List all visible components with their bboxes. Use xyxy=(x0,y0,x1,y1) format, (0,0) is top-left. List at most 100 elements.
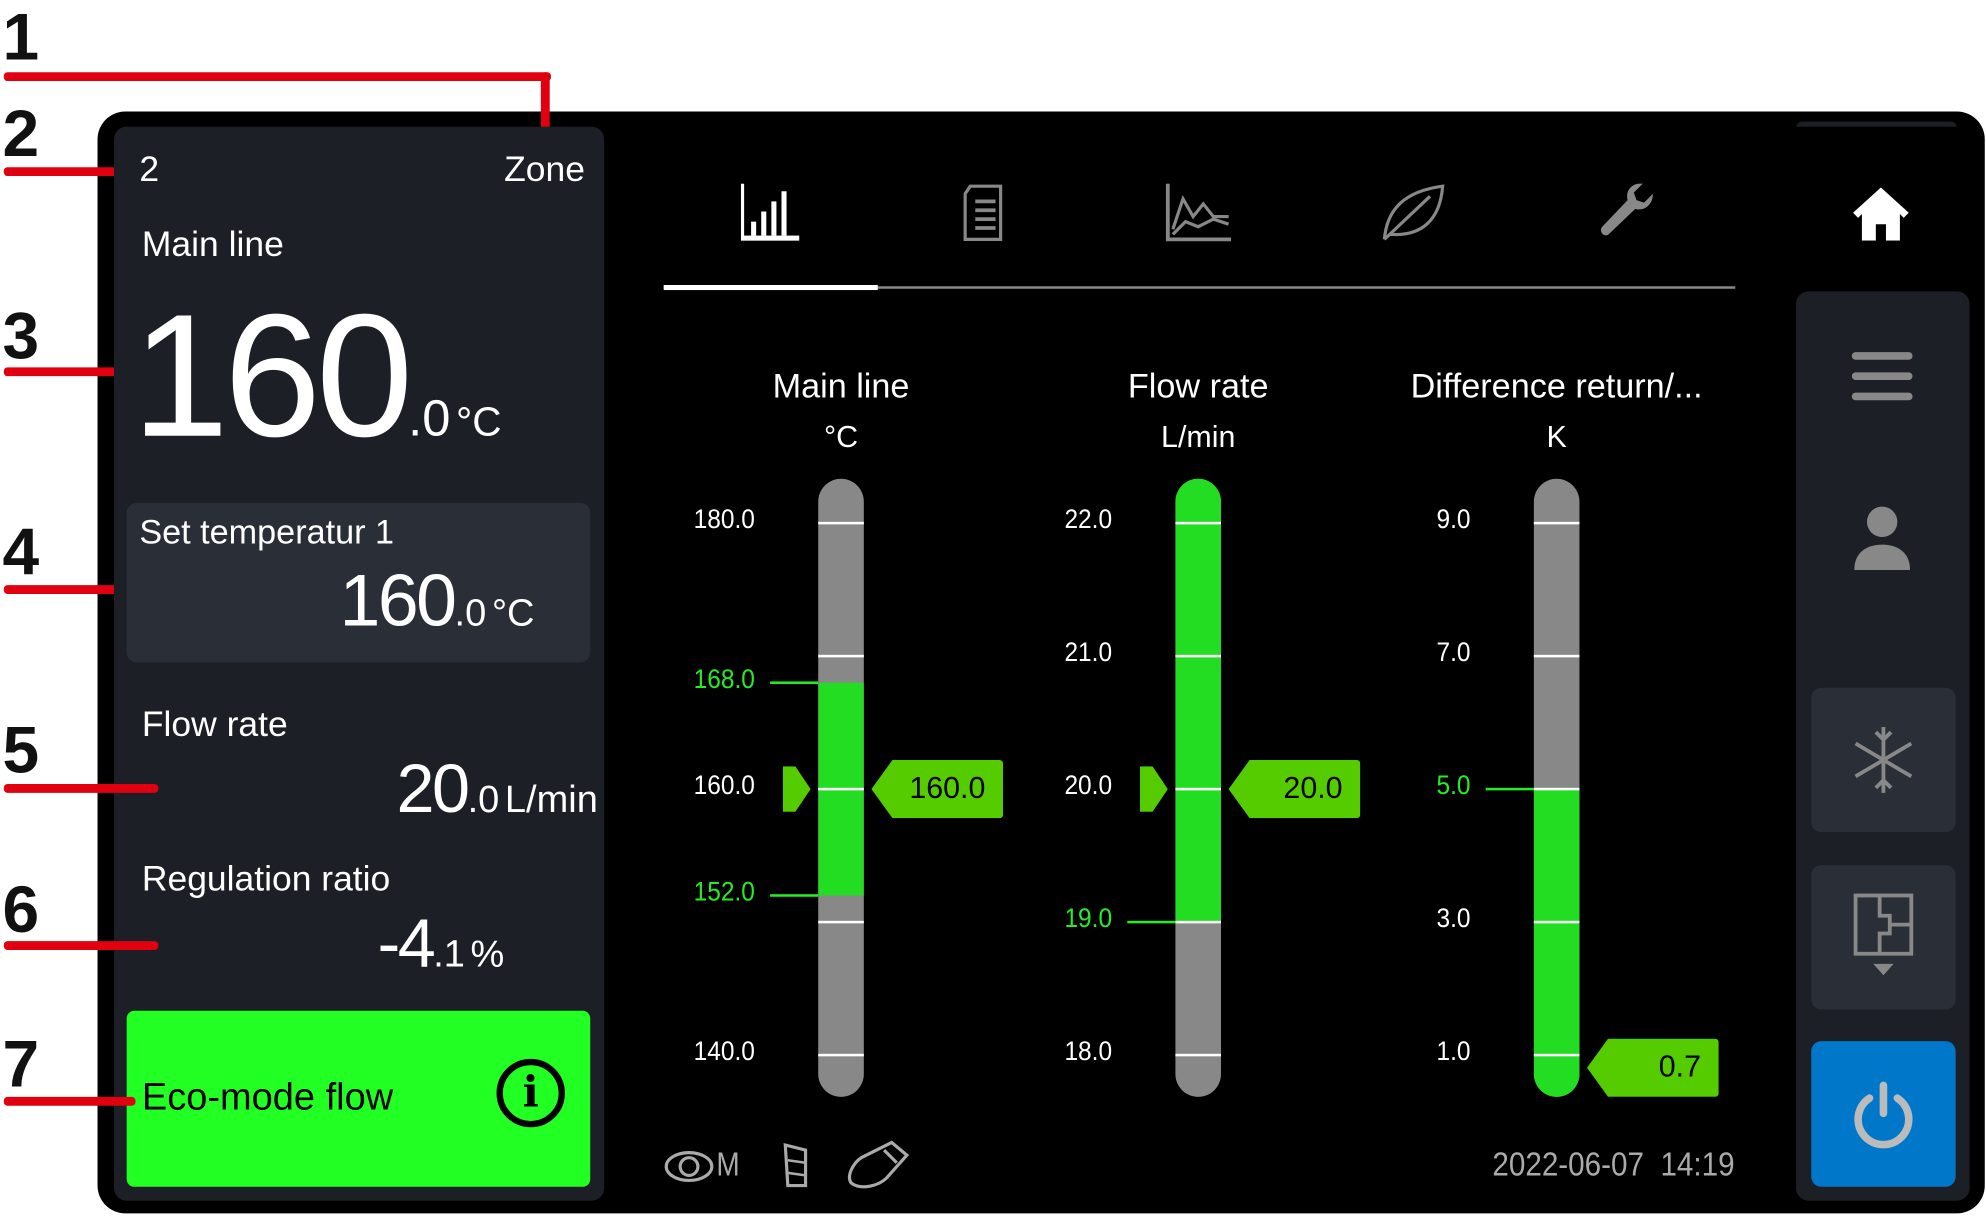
gauge-tick-label: 20.0 xyxy=(1064,771,1113,801)
gauge-tick xyxy=(1533,787,1580,791)
gauge-tick-label: 180.0 xyxy=(693,505,755,535)
annotation-7: 7 xyxy=(2,1028,40,1102)
gauge-unit: L/min xyxy=(1161,420,1236,455)
gauge-tick-label: 5.0 xyxy=(1436,771,1471,801)
snowflake-icon xyxy=(1854,727,1913,793)
gauge-tick xyxy=(1533,920,1580,924)
annotation-line xyxy=(3,72,551,82)
flow-rate-value: 20.0 L/min xyxy=(397,750,598,829)
main-line-int: 160 xyxy=(131,278,414,474)
set-temperature-unit: °C xyxy=(491,592,535,635)
eye-m-icon: M xyxy=(664,1142,753,1188)
flow-rate-int: 20 xyxy=(396,751,471,828)
gauge-tick-label: 19.0 xyxy=(1064,904,1113,934)
battery-icon xyxy=(783,1142,811,1194)
gauge-tick-label: 1.0 xyxy=(1436,1037,1471,1067)
gauge-title: Difference return/... xyxy=(1410,367,1703,406)
eco-mode-button[interactable]: Eco-mode flow i xyxy=(126,1010,591,1187)
regulation-ratio-dec: .1 xyxy=(433,933,465,976)
gauge-tick xyxy=(818,920,864,924)
annotation-1: 1 xyxy=(2,1,40,75)
tab-overview[interactable] xyxy=(732,177,808,248)
limit-line xyxy=(770,894,819,897)
set-temperature-value: 160.0 °C xyxy=(340,559,535,644)
gauge-fill xyxy=(1533,789,1580,1097)
gauge-tick-label: 160.0 xyxy=(693,771,755,801)
regulation-ratio-int: -4 xyxy=(377,905,435,982)
actual-value-tag: 0.7 xyxy=(1587,1038,1719,1097)
gauge-tick-label: 140.0 xyxy=(693,1037,755,1067)
gauge-fill xyxy=(1175,478,1222,923)
document-icon xyxy=(963,184,1003,241)
actual-value-tag: 160.0 xyxy=(871,759,1004,819)
tab-service[interactable] xyxy=(1588,177,1664,248)
annotation-3: 3 xyxy=(2,300,40,374)
wrench-icon xyxy=(1600,183,1653,236)
annotation-line xyxy=(3,1096,136,1106)
main-line-dec: .0 xyxy=(408,391,451,448)
gauge-unit: °C xyxy=(823,420,859,455)
diagram-icon xyxy=(1853,893,1914,976)
cooling-button[interactable] xyxy=(1811,687,1956,833)
regulation-ratio-value: -4.1 % xyxy=(377,904,504,983)
gauge-tick xyxy=(818,1053,864,1057)
gauge-tick xyxy=(818,521,864,525)
limit-line xyxy=(770,681,819,684)
leaf-icon xyxy=(1382,184,1445,241)
annotation-4: 4 xyxy=(2,515,40,589)
gauge-tick xyxy=(1533,654,1580,658)
set-temperature-int: 160 xyxy=(339,559,458,643)
annotation-line xyxy=(3,784,159,793)
limit-line xyxy=(1127,920,1176,924)
active-tab-indicator xyxy=(663,284,878,291)
datetime: 2022-06-07 14:19 xyxy=(1492,1145,1736,1184)
annotation-line xyxy=(3,585,159,595)
main-line-unit: °C xyxy=(456,398,502,445)
gauge-tick-label: 21.0 xyxy=(1064,638,1113,668)
regulation-ratio-unit: % xyxy=(470,933,505,976)
home-button[interactable] xyxy=(1796,126,1957,287)
gauge-tick-label: 3.0 xyxy=(1436,904,1471,934)
power-icon xyxy=(1854,1081,1913,1148)
gauge-tick-label: 7.0 xyxy=(1436,638,1471,668)
annotation-5: 5 xyxy=(2,714,40,788)
flow-rate-label: Flow rate xyxy=(141,704,288,744)
annotation-line xyxy=(3,941,159,950)
diagram-button[interactable] xyxy=(1811,865,1956,1010)
set-temperature-dec: .0 xyxy=(454,592,487,635)
eco-mode-label: Eco-mode flow xyxy=(141,1076,394,1119)
gauge-tick-label: 9.0 xyxy=(1436,505,1471,535)
gauge-tick xyxy=(1175,654,1222,658)
gauge-tick xyxy=(1175,521,1222,525)
gauge-title: Main line xyxy=(772,367,910,406)
flow-rate-unit: L/min xyxy=(504,778,598,821)
bar-chart-icon xyxy=(740,183,800,241)
main-line-label: Main line xyxy=(141,224,284,264)
gauge-title: Flow rate xyxy=(1127,367,1269,406)
power-button[interactable] xyxy=(1811,1041,1956,1187)
line-chart-icon xyxy=(1165,183,1232,242)
annotation-line xyxy=(3,367,159,377)
tab-protocol[interactable] xyxy=(947,177,1023,248)
menu-button[interactable] xyxy=(1851,350,1913,403)
gauge-tick-label: 18.0 xyxy=(1064,1037,1113,1067)
set-temperature-card[interactable]: Set temperatur 1 160.0 °C xyxy=(126,502,591,663)
actual-value-tag: 20.0 xyxy=(1228,759,1361,819)
user-button[interactable] xyxy=(1852,504,1913,572)
gauge-tick xyxy=(1175,1053,1222,1057)
gauge-tick xyxy=(1533,521,1580,525)
gauge-tick xyxy=(1175,787,1222,791)
gauge-tick-label: 168.0 xyxy=(693,664,755,695)
tab-eco[interactable] xyxy=(1374,177,1450,248)
gauge-tick xyxy=(818,787,864,791)
tab-trend[interactable] xyxy=(1160,177,1236,248)
flow-rate-dec: .0 xyxy=(467,778,500,821)
info-icon[interactable]: i xyxy=(496,1058,565,1128)
annotation-2: 2 xyxy=(2,97,40,171)
limit-line xyxy=(1485,787,1534,791)
regulation-ratio-label: Regulation ratio xyxy=(141,858,391,899)
zone-number: 2 xyxy=(139,149,160,189)
gauge-tick xyxy=(1533,1053,1580,1057)
menu-icon xyxy=(1851,352,1913,401)
zone-label: Zone xyxy=(504,149,585,189)
